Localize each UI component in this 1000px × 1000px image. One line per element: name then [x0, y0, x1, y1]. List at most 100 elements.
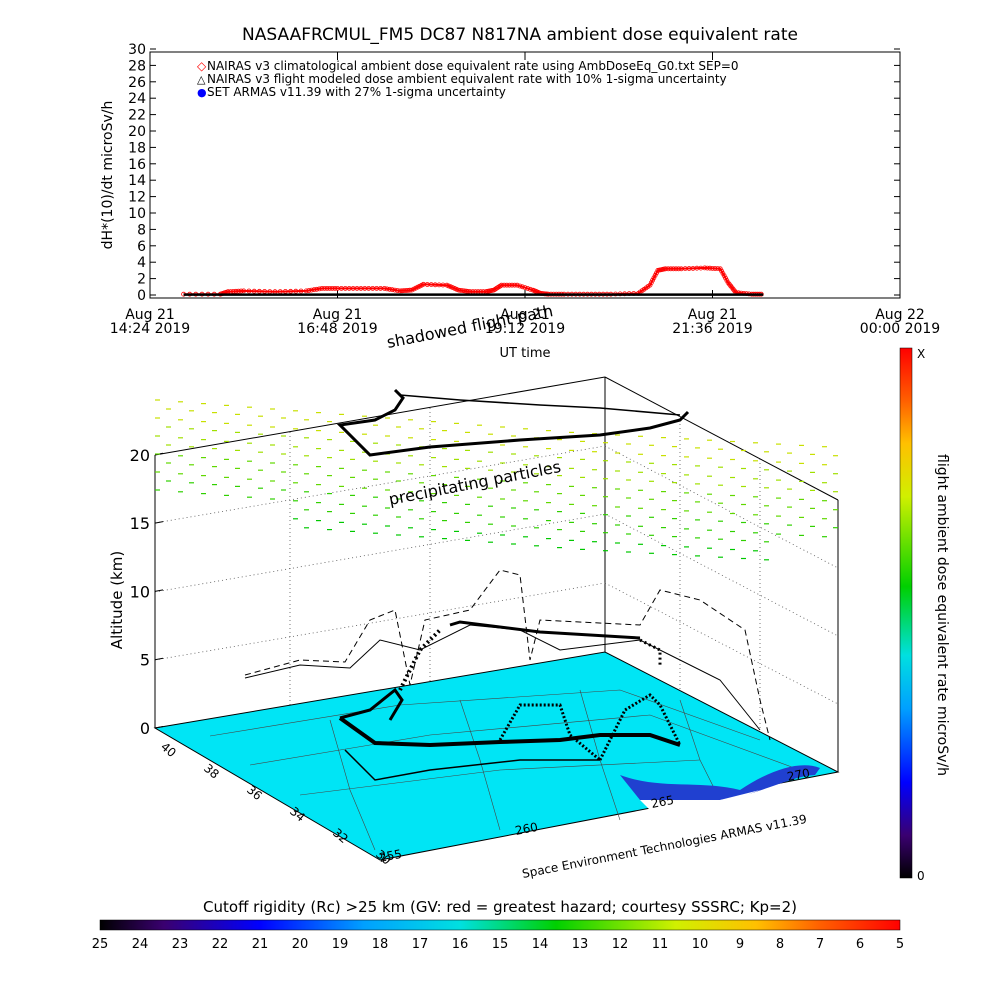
cutoff-tick-label: 23 [172, 937, 189, 952]
legend-label-nairas-flight: NAIRAS v3 flight modeled dose ambient eq… [207, 72, 727, 86]
top-series-point [720, 270, 726, 276]
top-series-point [298, 288, 304, 294]
top-y-tick-label: 14 [128, 173, 146, 189]
top-y-tick-label: 0 [137, 288, 146, 304]
top-series-point [394, 288, 400, 293]
top-series-point [288, 288, 294, 294]
top-y-tick-label: 24 [128, 91, 146, 107]
flight-path-ground-shadow [338, 687, 682, 781]
cutoff-tick-label: 22 [212, 937, 229, 952]
cutoff-tick-label: 12 [612, 937, 629, 952]
top-series-point [723, 275, 728, 281]
top-series-point [671, 266, 676, 272]
top-y-tick-label: 12 [128, 190, 146, 206]
cutoff-bar-ticks: 25 24 23 22 21 20 19 18 17 16 15 14 13 12 11 10 9 8 7 6 5 [92, 937, 904, 952]
top-x-tick-time: 00:00 2019 [860, 321, 940, 337]
top-series-point [387, 286, 393, 292]
cutoff-tick-label: 13 [572, 937, 589, 952]
top-series-point [233, 288, 239, 294]
top-x-tick-date: Aug 21 [313, 307, 363, 323]
cutoff-tick-label: 14 [532, 937, 549, 952]
top-series-point [704, 265, 710, 271]
top-y-tick-label: 4 [137, 255, 146, 271]
top-series-point [381, 285, 387, 291]
top-series-point [654, 270, 659, 276]
cutoff-tick-label: 15 [492, 937, 509, 952]
top-y-tick-label: 26 [128, 75, 146, 91]
top-series-point [650, 277, 655, 283]
top-x-axis-label: UT time [500, 346, 551, 361]
top-x-tick-date: Aug 21 [688, 307, 738, 323]
cutoff-tick-label: 20 [292, 937, 309, 952]
chart-title: NASAAFRCMUL_FM5 DC87 N817NA ambient dose… [242, 25, 798, 45]
3d-grid [154, 408, 839, 731]
altitude-tick-label: 15 [130, 514, 150, 533]
top-series-point [525, 285, 530, 291]
top-series-point [389, 287, 395, 293]
altitude-tick [154, 657, 164, 661]
top-series-point [707, 265, 713, 271]
top-series-point [324, 285, 330, 291]
top-series-point [306, 288, 312, 293]
top-y-tick-label: 10 [128, 206, 146, 222]
top-x-tick-date: Aug 21 [500, 307, 550, 323]
top-series-point [329, 285, 335, 291]
flight-path-mid [398, 620, 662, 691]
altitude-tick-label: 20 [130, 446, 150, 465]
top-series-point [665, 266, 671, 272]
altitude-tick [154, 589, 164, 592]
annotation-precipitating-particles: precipitating particles [387, 457, 562, 509]
top-series-point [648, 280, 654, 286]
top-series-point [327, 285, 333, 291]
top-x-tick-date: Aug 21 [125, 307, 175, 323]
top-y-tick-label: 20 [128, 124, 146, 140]
altitude-axis: 0 5 10 15 20 [130, 446, 164, 738]
top-series-point [673, 266, 679, 272]
top-series-point [512, 282, 517, 288]
legend: ◇ NAIRAS v3 climatological ambient dose … [197, 59, 739, 99]
top-y-tick-label: 16 [128, 157, 146, 173]
top-series-point [721, 273, 727, 279]
cutoff-tick-label: 6 [856, 937, 864, 952]
top-series-point [322, 285, 327, 291]
top-series-point [724, 277, 730, 283]
cutoff-tick-label: 18 [372, 937, 389, 952]
top-x-tick-time: 14:24 2019 [110, 321, 190, 337]
top-y-tick-label: 30 [128, 42, 146, 58]
altitude-tick-label: 5 [140, 651, 150, 670]
top-series-point [647, 282, 653, 288]
top-series-point [506, 282, 512, 288]
top-series-point [236, 288, 241, 294]
colorbar-top-label: X [917, 347, 925, 361]
legend-marker-nairas-flight: △ [197, 73, 206, 86]
top-series-point [501, 282, 507, 288]
top-series-point [293, 288, 299, 294]
top-series-point [652, 272, 658, 278]
precipitating-particles-field [155, 399, 838, 561]
top-x-tick-time: 21:36 2019 [672, 321, 752, 337]
altitude-axis-label: Altitude (km) [108, 551, 126, 649]
top-series-point [676, 266, 681, 272]
flight-path-top [336, 388, 690, 457]
longitude-tick-label: 255 [378, 847, 403, 865]
latitude-tick-label: 40 [158, 740, 179, 761]
cutoff-tick-label: 19 [332, 937, 349, 952]
cutoff-tick-label: 7 [816, 937, 824, 952]
top-series-point [712, 266, 718, 271]
altitude-tick [154, 521, 164, 524]
top-series-point [715, 266, 721, 272]
top-series-point [514, 282, 520, 288]
top-series-point [251, 288, 257, 294]
top-series-point [522, 285, 528, 291]
dose-colorbar: X 0 flight ambient dose equivalent rate … [899, 347, 950, 883]
cutoff-tick-label: 11 [652, 937, 669, 952]
top-series-point [241, 288, 247, 294]
colorbar-label: flight ambient dose equivalent rate micr… [934, 454, 950, 776]
cutoff-tick-label: 24 [132, 937, 149, 952]
top-x-tick-time: 19:12 2019 [485, 321, 565, 337]
longitude-axis: 255 260 265 270 [378, 766, 811, 865]
top-series-point [246, 288, 252, 294]
